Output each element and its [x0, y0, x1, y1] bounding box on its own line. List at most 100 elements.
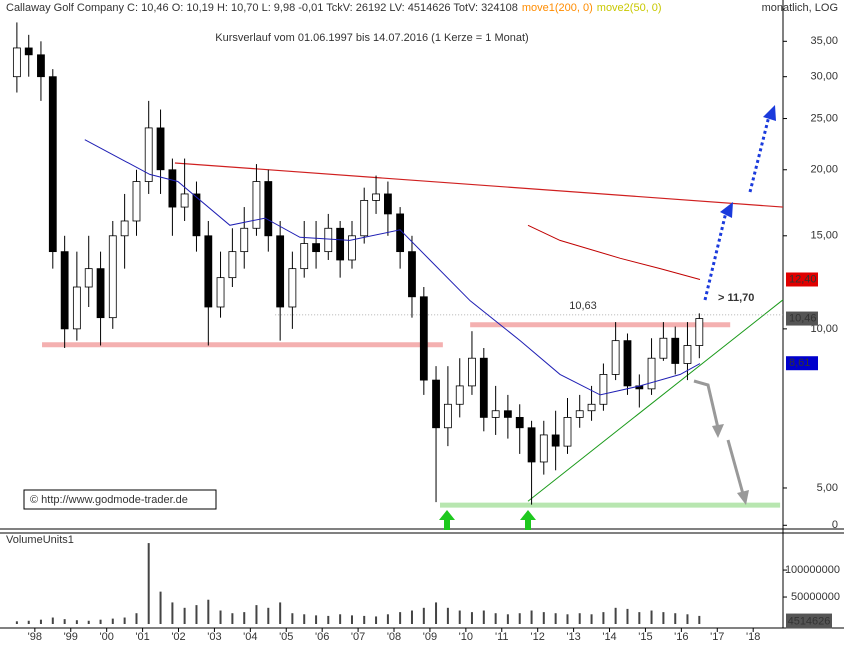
candle-body [72, 286, 81, 330]
candle-body [623, 340, 632, 387]
arrowhead [720, 202, 733, 218]
volume-last-box [786, 613, 832, 629]
volume-bar [135, 613, 138, 624]
arrowhead [712, 424, 724, 438]
candle-body [37, 54, 45, 78]
header: Callaway Golf Company C: 10,46 O: 10,19 … [6, 2, 662, 14]
candle-body [336, 227, 345, 261]
y-tick-label: 15,00 [810, 230, 838, 242]
y-tick-label: 0 [832, 519, 838, 531]
volume-bar [506, 614, 509, 624]
candle-body [647, 357, 656, 390]
candle-body [671, 337, 680, 364]
header-part: move2(50, 0) [597, 2, 662, 14]
price-label-box [786, 272, 818, 287]
candle-body [96, 268, 105, 319]
copyright-box [23, 489, 217, 510]
x-tick-label: '16 [674, 631, 688, 643]
volume-bar [542, 612, 545, 624]
moving-average [84, 139, 701, 396]
arrow [693, 379, 720, 429]
volume-bar [375, 616, 378, 624]
volume-bar [75, 620, 78, 624]
volume-bar [27, 620, 30, 624]
volume-bar [494, 613, 497, 624]
candle-body [180, 193, 189, 208]
volume-bar [51, 617, 54, 624]
volume-bar [123, 617, 126, 624]
candle-body [527, 427, 536, 463]
candle-body [192, 193, 201, 237]
candle-body [419, 296, 428, 381]
up-arrow [520, 510, 536, 530]
candle-body [432, 379, 440, 429]
x-tick-label: '03 [207, 631, 221, 643]
arrowhead [763, 105, 776, 121]
x-tick-label: '12 [531, 631, 545, 643]
candle-body [108, 235, 117, 319]
y-tick-label: 35,00 [810, 35, 838, 47]
x-tick-label: '07 [351, 631, 365, 643]
volume-title: VolumeUnits1 [6, 534, 74, 546]
volume-bar [650, 610, 653, 624]
volume-bar [578, 613, 581, 624]
x-tick-label: '05 [279, 631, 293, 643]
volume-bar [327, 615, 330, 624]
header-part: Callaway Golf Company C: 10,46 O: 10,19 … [6, 2, 518, 14]
volume-bar [470, 612, 473, 624]
candle-body [288, 268, 297, 308]
volume-bar [435, 602, 438, 624]
up-arrow [439, 510, 455, 530]
candle-body [84, 268, 93, 288]
volume-bar [518, 613, 521, 624]
x-tick-label: '10 [459, 631, 473, 643]
annotations: © http://www.godmode-trader.de > 11,70 [23, 105, 776, 530]
volume-bar [315, 615, 318, 624]
period: monatlich, LOG [762, 2, 838, 14]
x-tick-label: '02 [171, 631, 185, 643]
x-tick-label: '17 [710, 631, 724, 643]
volume-bar [267, 607, 270, 624]
volume-bar [159, 591, 162, 624]
volume-bar [686, 614, 689, 624]
candle-body [24, 47, 33, 56]
candle-body [683, 345, 692, 364]
volume-bar [255, 605, 258, 624]
candle-body [599, 374, 608, 405]
candle-body [60, 251, 69, 330]
level-label: 10,63 [569, 300, 597, 312]
x-tick-label: '15 [638, 631, 652, 643]
copyright: © http://www.godmode-trader.de [30, 494, 188, 506]
y-tick-label: 10,00 [810, 323, 838, 335]
candle-body [695, 318, 704, 346]
volume-bar [530, 610, 533, 624]
x-tick-label: '00 [100, 631, 114, 643]
x-tick-label: '01 [135, 631, 149, 643]
candle-body [228, 251, 237, 279]
y-tick-label: 20,00 [810, 164, 838, 176]
volume-bar [87, 620, 90, 624]
arrowhead [737, 490, 749, 505]
candle-body [455, 385, 464, 405]
x-tick-label: '18 [746, 631, 760, 643]
candle-body [216, 277, 225, 308]
volume-bar [63, 619, 66, 624]
volume-bar [279, 602, 282, 624]
volume-bar [291, 613, 294, 624]
candle-body [48, 76, 57, 253]
y-tick-label: 5,00 [817, 482, 838, 494]
volume-last: 4514626 [788, 615, 831, 627]
volume-bar [195, 605, 198, 624]
candle-body [120, 220, 129, 237]
price-label-box [786, 311, 818, 326]
volume-bar [147, 543, 150, 624]
level-line [174, 162, 784, 208]
volume-bar [554, 613, 557, 624]
candle-body [384, 193, 392, 215]
candle-body [479, 357, 488, 418]
volume-bar [219, 610, 222, 624]
volume-bar [458, 610, 461, 624]
candle-body [204, 235, 213, 308]
volume-bar [410, 610, 413, 624]
